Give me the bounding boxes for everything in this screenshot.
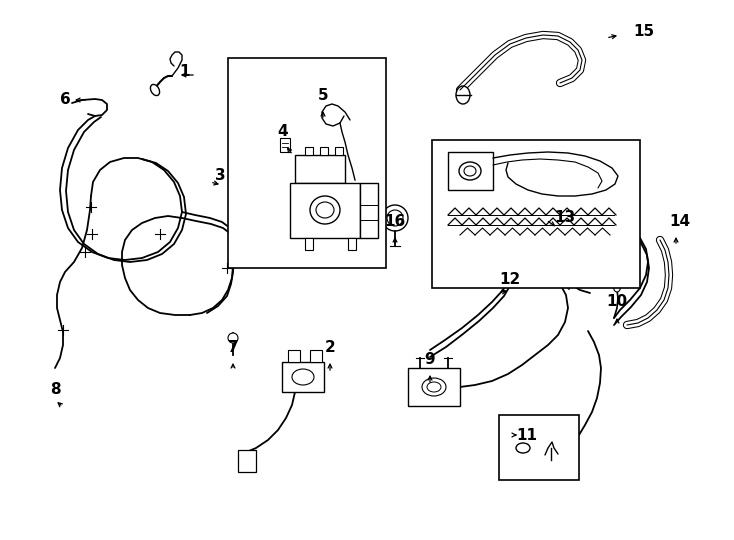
Text: 3: 3 <box>214 167 225 183</box>
Ellipse shape <box>427 382 441 392</box>
Ellipse shape <box>310 196 340 224</box>
Text: 4: 4 <box>277 125 288 139</box>
Circle shape <box>387 210 403 226</box>
Text: 10: 10 <box>606 294 628 309</box>
Bar <box>348 238 356 250</box>
Bar <box>238 450 256 472</box>
Ellipse shape <box>150 84 159 96</box>
Bar <box>282 362 324 392</box>
Bar <box>228 58 386 268</box>
Bar <box>432 140 640 288</box>
Ellipse shape <box>614 282 620 292</box>
Ellipse shape <box>459 162 481 180</box>
Text: 8: 8 <box>50 382 60 397</box>
Text: 7: 7 <box>228 341 239 355</box>
Ellipse shape <box>292 369 314 385</box>
Text: 14: 14 <box>669 214 691 230</box>
Bar <box>305 238 313 250</box>
Circle shape <box>228 333 238 343</box>
Ellipse shape <box>516 443 530 453</box>
Text: 5: 5 <box>318 87 328 103</box>
Text: 12: 12 <box>499 273 520 287</box>
Ellipse shape <box>316 202 334 218</box>
Bar <box>288 350 300 362</box>
Ellipse shape <box>464 166 476 176</box>
Bar <box>280 138 290 152</box>
Bar <box>305 147 313 155</box>
Bar <box>448 152 493 190</box>
Bar <box>320 147 328 155</box>
Bar <box>290 183 360 238</box>
Ellipse shape <box>422 378 446 396</box>
Text: 11: 11 <box>517 428 537 442</box>
Text: 2: 2 <box>324 341 335 355</box>
Bar <box>360 183 378 238</box>
Bar <box>408 368 460 406</box>
Text: 9: 9 <box>425 353 435 368</box>
Text: 6: 6 <box>59 92 70 107</box>
Text: 15: 15 <box>633 24 655 39</box>
Bar <box>335 147 343 155</box>
Text: 16: 16 <box>385 214 406 230</box>
Text: 13: 13 <box>554 211 575 226</box>
Bar <box>499 415 579 480</box>
Circle shape <box>382 205 408 231</box>
Text: 1: 1 <box>180 64 190 79</box>
Ellipse shape <box>456 86 470 104</box>
Bar <box>310 350 322 362</box>
Bar <box>295 155 345 183</box>
